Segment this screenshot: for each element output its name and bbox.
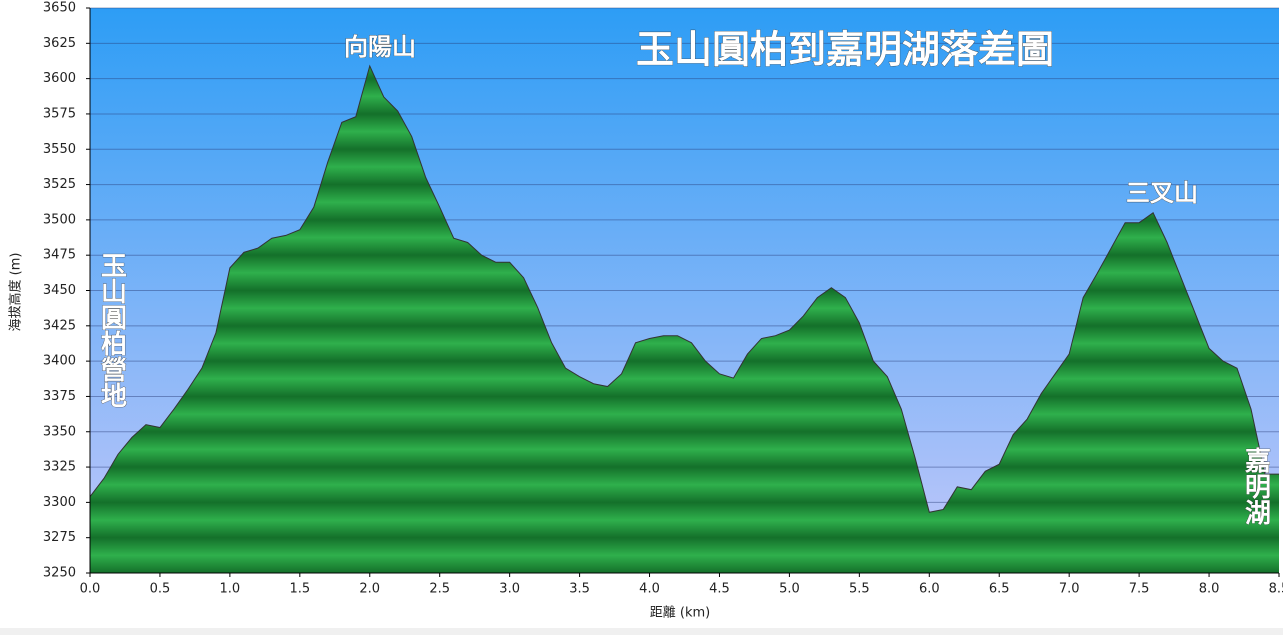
y-tick-label: 3525	[43, 177, 76, 192]
x-tick-label: 6.0	[919, 582, 940, 597]
y-tick-label: 3600	[43, 71, 76, 86]
x-tick-label: 7.0	[1059, 582, 1080, 597]
y-tick-label: 3650	[43, 1, 76, 16]
y-tick-label: 3550	[43, 142, 76, 157]
y-tick-label: 3475	[43, 248, 76, 263]
y-tick-label: 3450	[43, 283, 76, 298]
x-tick-label: 5.5	[849, 582, 870, 597]
x-tick-label: 3.5	[569, 582, 590, 597]
annotation: 玉山圓柏營地	[97, 252, 127, 408]
x-tick-label: 3.0	[499, 582, 520, 597]
x-tick-label: 8.5	[1269, 582, 1283, 597]
x-tick-label: 1.5	[289, 582, 310, 597]
x-tick-label: 1.0	[220, 582, 241, 597]
y-axis-label: 海拔高度 (m)	[8, 253, 24, 332]
line	[89, 64, 1279, 513]
y-tick-label: 3275	[43, 530, 76, 545]
y-tick-label: 3300	[43, 495, 76, 510]
x-tick-label: 8.0	[1199, 582, 1220, 597]
area	[90, 65, 1279, 573]
y-tick-label: 3400	[43, 354, 76, 369]
x-tick-label: 6.5	[989, 582, 1010, 597]
y-tick-label: 3500	[43, 212, 76, 227]
y-tick-label: 3425	[43, 318, 76, 333]
x-tick-label: 5.0	[779, 582, 800, 597]
y-tick-label: 3575	[43, 106, 76, 121]
annotation: 三叉山	[1126, 179, 1198, 207]
x-axis-label: 距離 (km)	[650, 606, 710, 621]
y-tick-label: 3625	[43, 36, 76, 51]
x-tick-label: 2.5	[429, 582, 450, 597]
x-tick-label: 0.5	[150, 582, 171, 597]
x-tick-label: 0.0	[80, 582, 101, 597]
x-tick-label: 4.5	[709, 582, 730, 597]
y-tick-label: 3250	[43, 566, 76, 581]
x-tick-label: 4.0	[639, 582, 660, 597]
y-tick-label: 3350	[43, 424, 76, 439]
annotation: 嘉明湖	[1241, 447, 1271, 526]
x-tick-label: 7.5	[1129, 582, 1150, 597]
y-tick-label: 3325	[43, 460, 76, 475]
annotation: 向陽山	[344, 33, 416, 61]
chart-title: 玉山圓柏到嘉明湖落差圖	[636, 28, 1054, 72]
x-tick-label: 2.0	[359, 582, 380, 597]
y-tick-label: 3375	[43, 389, 76, 404]
